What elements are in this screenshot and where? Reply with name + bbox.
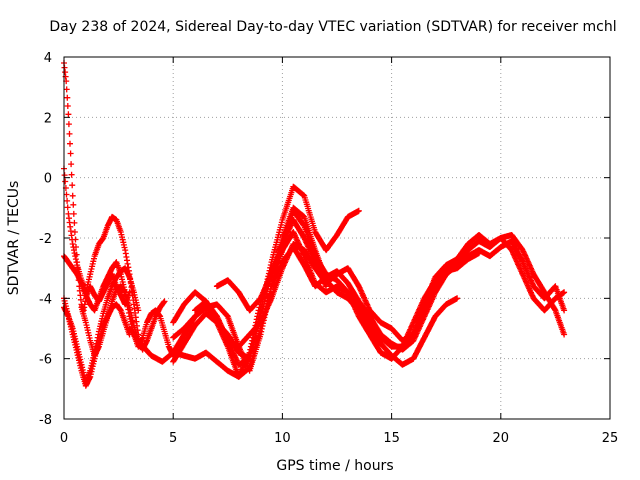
y-axis-label: SDTVAR / TECUs <box>6 181 22 296</box>
x-tick-label: 20 <box>493 431 510 446</box>
x-tick-label: 10 <box>274 431 291 446</box>
axis-ticks: 0 5 10 15 20 25 -8 -6 -4 -2 0 2 4 <box>39 51 618 446</box>
chart-title: Day 238 of 2024, Sidereal Day-to-day VTE… <box>49 19 616 35</box>
x-tick-label: 0 <box>60 431 68 446</box>
series-track-m <box>213 216 330 314</box>
y-tick-label: 4 <box>44 51 52 66</box>
y-tick-label: -8 <box>39 413 52 428</box>
y-tick-label: -4 <box>39 292 52 307</box>
y-tick-label: -6 <box>39 353 52 368</box>
y-tick-label: 2 <box>44 111 52 126</box>
y-tick-label: -2 <box>39 232 52 247</box>
x-tick-label: 25 <box>602 431 619 446</box>
x-tick-label: 15 <box>383 431 400 446</box>
x-axis-label: GPS time / hours <box>276 458 393 474</box>
data-points <box>61 60 568 389</box>
y-tick-label: 0 <box>44 172 52 187</box>
x-tick-label: 5 <box>169 431 177 446</box>
series-markers <box>213 216 330 314</box>
